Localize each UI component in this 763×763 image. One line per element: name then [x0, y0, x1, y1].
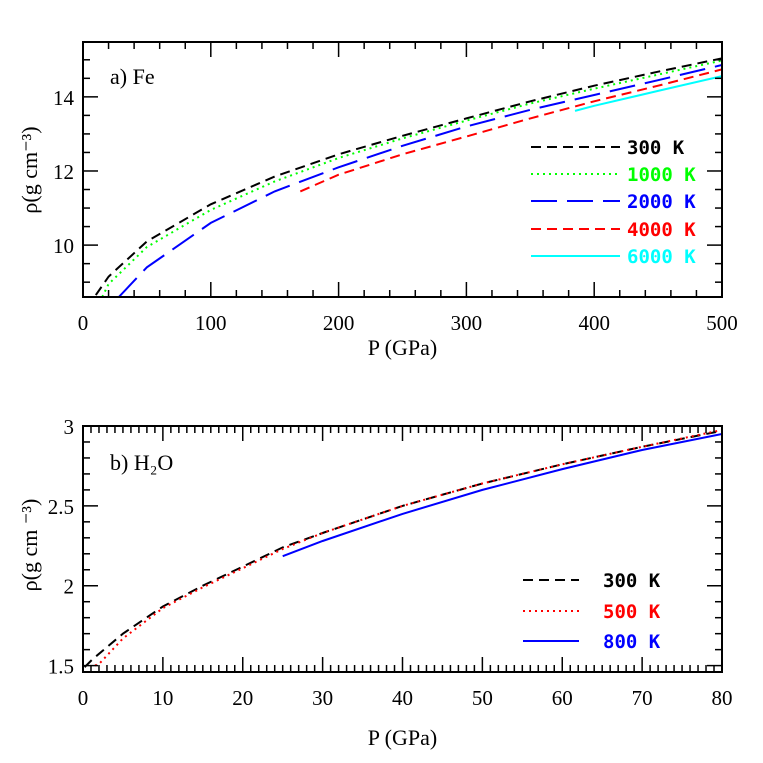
legend-label: 300 K — [603, 570, 661, 592]
panel-b: 300 K 500 K 800 K 0 10 20 30 40 50 60 70 80 1.5 2 2.5 3… — [17, 415, 733, 750]
legend-label: 300 K — [627, 137, 685, 159]
y-tick-label: 12 — [53, 160, 74, 184]
x-tick-label: 80 — [712, 686, 733, 710]
x-tick-label: 100 — [195, 311, 227, 335]
x-tick-label: 40 — [392, 686, 413, 710]
x-tick-label: 30 — [312, 686, 333, 710]
panel-label: a) Fe — [110, 64, 155, 89]
y-tick-label: 14 — [53, 86, 75, 110]
series-line-4000K — [299, 68, 722, 193]
legend-label: 2000 K — [627, 191, 696, 213]
x-tick-label: 50 — [472, 686, 493, 710]
x-tick-label: 60 — [552, 686, 573, 710]
series-line-6000K — [574, 75, 722, 112]
y-tick-label: 2 — [64, 575, 75, 599]
x-tick-label: 70 — [632, 686, 653, 710]
y-tick-label: 1.5 — [48, 655, 74, 679]
y-tick-label: 3 — [64, 415, 75, 439]
x-axis-label: P (GPa) — [368, 335, 437, 360]
y-tick-label: 2.5 — [48, 495, 74, 519]
x-tick-label: 400 — [578, 311, 610, 335]
y-tick-label: 10 — [53, 234, 74, 258]
panel-a: 300 K 1000 K 2000 K 4000 K 6000 K 0 100 200 300 4… — [17, 41, 738, 360]
x-tick-label: 0 — [78, 311, 89, 335]
x-tick-label: 10 — [152, 686, 173, 710]
plot-frame — [82, 41, 723, 298]
legend-label: 500 K — [603, 601, 661, 623]
series-line-300K — [83, 429, 722, 668]
series-line-800K — [282, 433, 722, 558]
legend-label: 800 K — [603, 631, 661, 653]
y-axis-label: ρ(g cm ⁻³) — [17, 499, 42, 592]
y-axis-label: ρ(g cm⁻³) — [17, 126, 42, 213]
x-tick-label: 300 — [451, 311, 483, 335]
x-axis-label: P (GPa) — [368, 725, 437, 750]
legend-label: 1000 K — [627, 164, 696, 186]
x-tick-label: 200 — [323, 311, 355, 335]
panel-label: b) H₂O — [110, 450, 173, 475]
legend-label: 6000 K — [627, 246, 696, 268]
legend-label: 4000 K — [627, 219, 696, 241]
series-line-2000K — [118, 64, 722, 297]
series-line-1000K — [101, 59, 722, 297]
x-tick-label: 0 — [78, 686, 89, 710]
series-line-500K — [94, 429, 722, 667]
x-tick-label: 500 — [706, 311, 738, 335]
x-tick-label: 20 — [232, 686, 253, 710]
series-line-300K — [94, 57, 722, 296]
